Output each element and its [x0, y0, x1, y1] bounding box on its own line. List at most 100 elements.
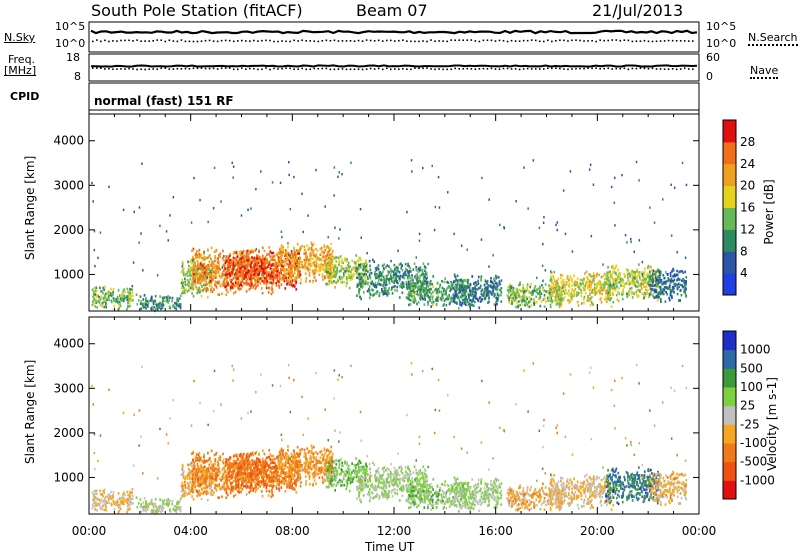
heatmap-cell — [526, 286, 529, 289]
heatmap-cell — [495, 282, 497, 285]
heatmap-cell — [492, 254, 494, 257]
heatmap-cell — [127, 497, 129, 501]
heatmap-cell — [98, 498, 101, 502]
nave-dot — [172, 68, 175, 70]
heatmap-cell — [140, 503, 143, 506]
nave-dot — [341, 67, 344, 70]
heatmap-cell — [112, 494, 114, 497]
heatmap-cell — [440, 290, 443, 293]
heatmap-cell — [419, 274, 422, 277]
heatmap-cell — [676, 269, 678, 273]
heatmap-cell — [175, 302, 177, 305]
nave-dot — [526, 67, 529, 70]
heatmap-cell — [211, 268, 213, 271]
heatmap-cell — [329, 247, 332, 250]
heatmap-cell — [432, 285, 434, 288]
heatmap-cell — [565, 288, 567, 292]
heatmap-cell — [647, 265, 650, 268]
heatmap-cell — [341, 258, 343, 262]
heatmap-cell — [571, 294, 574, 298]
heatmap-cell — [607, 281, 609, 285]
heatmap-cell — [681, 161, 684, 165]
heatmap-cell — [240, 277, 243, 280]
nsearch-dot — [249, 40, 251, 42]
heatmap-cell — [553, 270, 556, 274]
heatmap-cell — [627, 279, 630, 282]
heatmap-cell — [181, 487, 184, 491]
heatmap-cell — [107, 291, 110, 294]
freq-label: Freq. — [8, 53, 36, 66]
heatmap-cell — [216, 271, 219, 274]
heatmap-cell — [335, 273, 337, 276]
nave-dot — [454, 67, 456, 70]
heatmap-cell — [247, 260, 249, 264]
heatmap-cell — [390, 288, 393, 291]
heatmap-cell — [634, 275, 637, 279]
heatmap-cell — [189, 286, 192, 290]
heatmap-cell — [262, 260, 265, 264]
heatmap-cell — [102, 489, 105, 493]
heatmap-cell — [589, 283, 591, 286]
heatmap-cell — [530, 282, 532, 286]
heatmap-cell — [660, 292, 663, 295]
heatmap-cell — [240, 263, 242, 267]
heatmap-cell — [556, 286, 559, 290]
heatmap-cell — [623, 285, 626, 289]
heatmap-cell — [168, 508, 171, 511]
heatmap-cell — [200, 262, 203, 266]
heatmap-cell — [497, 297, 499, 300]
heatmap-cell — [304, 272, 307, 275]
heatmap-cell — [329, 277, 332, 280]
heatmap-cell — [650, 274, 653, 278]
heatmap-cell — [451, 286, 454, 290]
heatmap-cell — [512, 288, 515, 292]
heatmap-cell — [95, 289, 98, 293]
heatmap-cell — [217, 271, 220, 274]
heatmap-cell — [221, 274, 224, 278]
heatmap-cell — [145, 500, 147, 504]
heatmap-cell — [656, 291, 659, 295]
heatmap-cell — [556, 288, 558, 292]
heatmap-cell — [227, 266, 229, 269]
heatmap-cell — [93, 498, 96, 502]
heatmap-cell — [186, 290, 189, 293]
heatmap-cell — [385, 292, 388, 296]
heatmap-cell — [649, 206, 651, 209]
heatmap-cell — [647, 282, 649, 285]
heatmap-cell — [192, 270, 195, 273]
heatmap-cell — [135, 293, 138, 296]
heatmap-cell — [198, 252, 201, 256]
heatmap-cell — [257, 280, 259, 284]
heatmap-cell — [635, 290, 638, 294]
heatmap-cell — [245, 279, 248, 283]
heatmap-cell — [363, 265, 365, 269]
heatmap-cell — [128, 504, 131, 507]
heatmap-cell — [592, 303, 594, 306]
heatmap-cell — [364, 265, 367, 268]
heatmap-cell — [491, 284, 493, 288]
heatmap-cell — [559, 296, 562, 300]
heatmap-cell — [484, 297, 487, 300]
heatmap-cell — [441, 286, 444, 290]
heatmap-cell — [260, 287, 263, 290]
nsearch-dot — [96, 39, 98, 41]
heatmap-cell — [652, 284, 654, 288]
nave-dot — [611, 68, 614, 70]
heatmap-cell — [107, 498, 110, 502]
heatmap-cell — [523, 294, 526, 298]
heatmap-cell — [560, 280, 563, 284]
heatmap-cell — [630, 270, 632, 274]
heatmap-cell — [464, 285, 467, 288]
heatmap-cell — [94, 508, 97, 511]
heatmap-cell — [404, 270, 406, 274]
heatmap-cell — [233, 284, 235, 288]
heatmap-cell — [582, 298, 585, 301]
heatmap-cell — [568, 301, 570, 304]
heatmap-cell — [366, 275, 369, 279]
heatmap-cell — [639, 276, 641, 279]
heatmap-cell — [195, 276, 198, 279]
heatmap-cell — [322, 264, 324, 267]
heatmap-cell — [512, 300, 515, 303]
heatmap-cell — [231, 270, 233, 274]
heatmap-cell — [103, 503, 105, 507]
